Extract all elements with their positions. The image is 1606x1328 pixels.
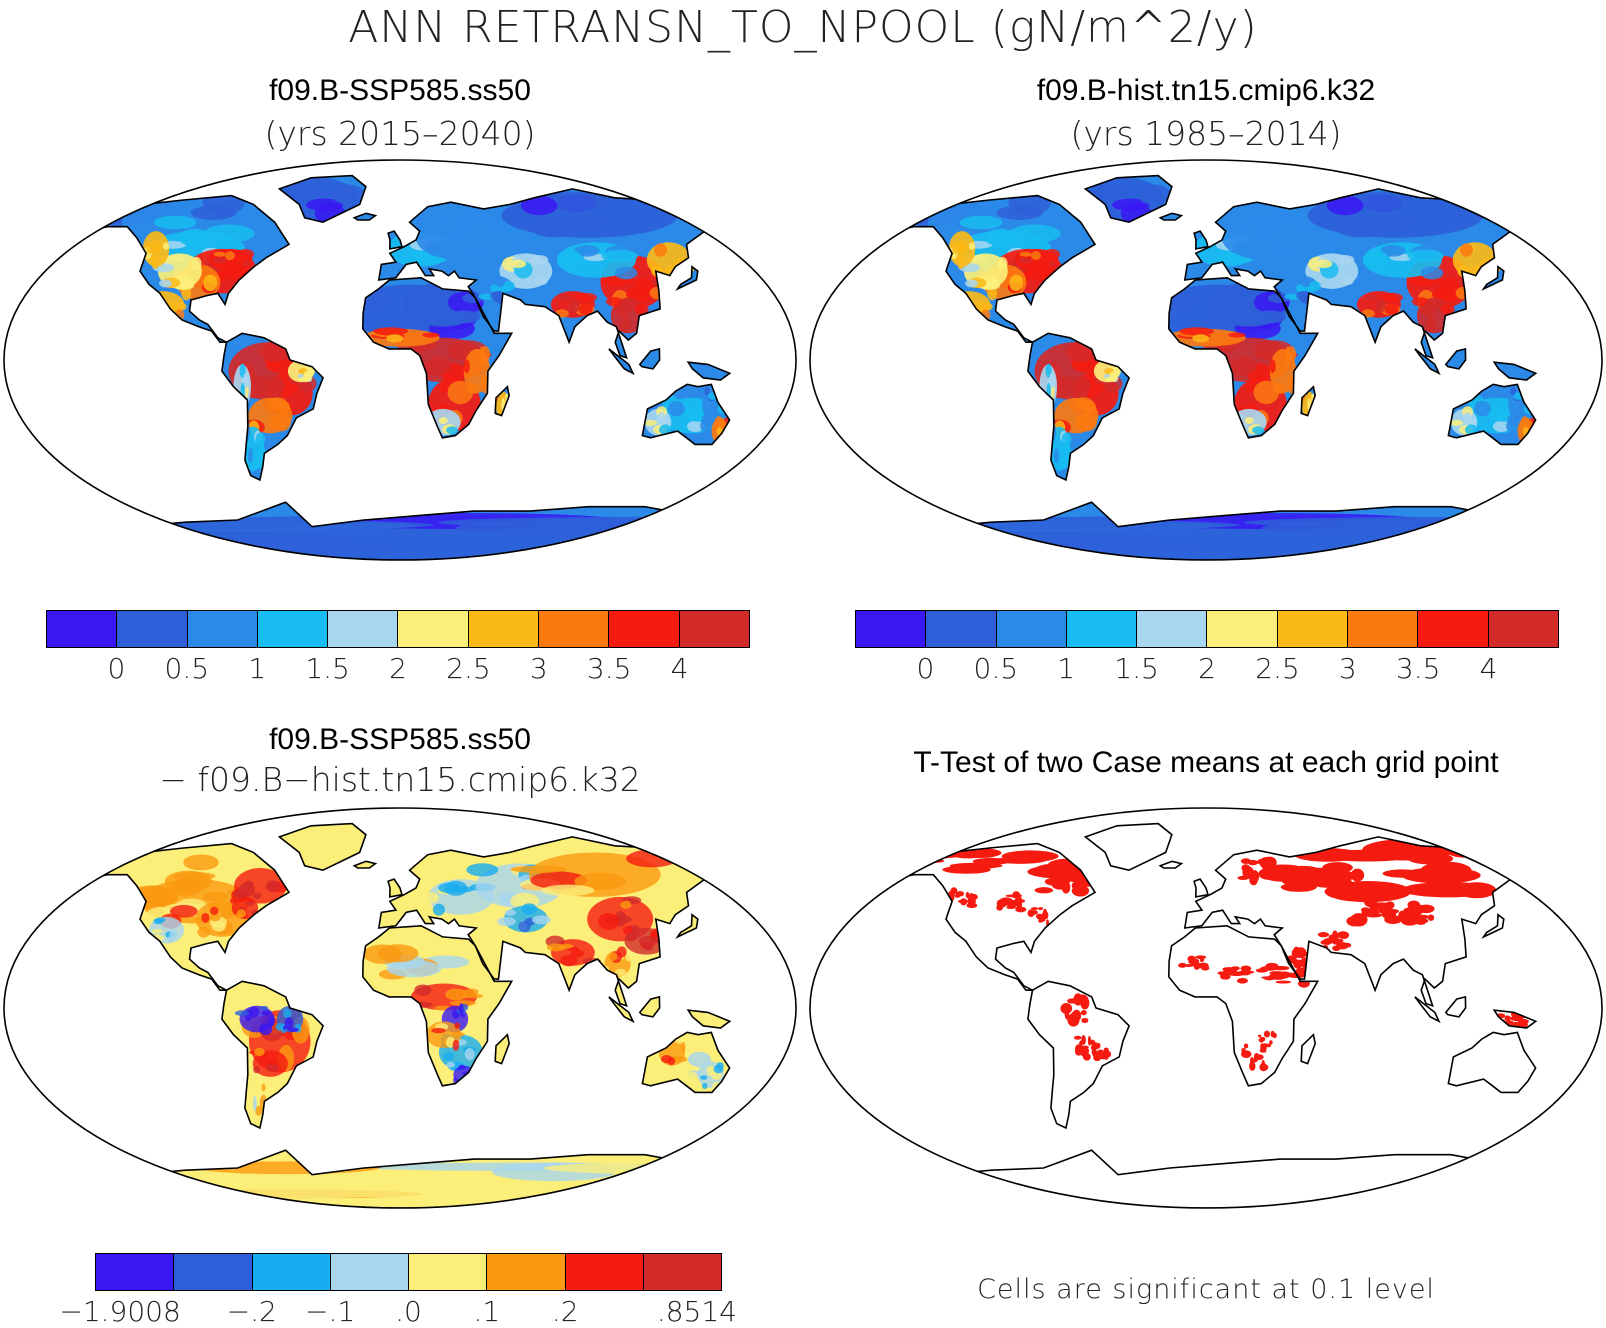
colorbar-tick-label: .8514 <box>656 1295 737 1328</box>
colorbar-swatch <box>468 611 540 647</box>
colorbar-swatch <box>1418 611 1489 647</box>
colorbar-tick-label: 3 <box>1338 652 1357 685</box>
colorbar-tick-label: 4 <box>670 652 689 685</box>
colorbar-tick-label: .0 <box>395 1295 422 1328</box>
colorbar-swatch <box>187 611 258 647</box>
panel-title-br: T-Test of two Case means at each grid po… <box>913 746 1499 779</box>
colorbar-tick-label: 3 <box>529 652 548 685</box>
panel-title-bl: f09.B-SSP585.ss50 <box>269 723 531 756</box>
colorbar-tick-label: 3.5 <box>1395 652 1441 685</box>
colorbar-tick-label: .1 <box>473 1295 501 1328</box>
colorbar-bl <box>95 1253 722 1291</box>
colorbar-tick-label: 0.5 <box>973 652 1019 685</box>
figure-title: ANN RETRANSN_TO_NPOOL (gN/m^2/y) <box>348 2 1258 53</box>
colorbar-tr <box>855 610 1559 648</box>
colorbar-tick-label: .2 <box>551 1295 579 1328</box>
panel-subtitle-tr: (yrs 1985–2014) <box>1070 114 1342 153</box>
colorbar-swatch <box>643 1254 721 1290</box>
colorbar-tick-label: −1.9008 <box>59 1295 181 1328</box>
colorbar-swatch <box>565 1254 644 1290</box>
colorbar-tick-label: 0 <box>107 652 126 685</box>
colorbar-tick-label: 1.5 <box>305 652 350 685</box>
colorbar-swatch <box>1207 611 1278 647</box>
map-tl <box>3 159 797 561</box>
colorbar-swatch <box>679 611 749 647</box>
map-tr <box>809 159 1603 561</box>
colorbar-swatch <box>174 1254 253 1290</box>
colorbar-swatch <box>487 1254 566 1290</box>
colorbar-swatch <box>1348 611 1419 647</box>
colorbar-swatch <box>96 1254 175 1290</box>
colorbar-tick-label: 1 <box>248 652 267 685</box>
colorbar-tick-label: 2 <box>389 652 407 685</box>
panel-title-tl: f09.B-SSP585.ss50 <box>269 74 531 107</box>
colorbar-swatch <box>117 611 188 647</box>
colorbar-tick-label: 2.5 <box>1255 652 1300 685</box>
colorbar-swatch <box>1488 611 1558 647</box>
colorbar-tl <box>46 610 750 648</box>
ttest-note: Cells are significant at 0.1 level <box>977 1274 1435 1305</box>
colorbar-swatch <box>539 611 610 647</box>
colorbar-tick-label: 1 <box>1057 652 1076 685</box>
colorbar-swatch <box>330 1254 409 1290</box>
colorbar-swatch <box>926 611 997 647</box>
colorbar-tick-label: 0.5 <box>164 652 210 685</box>
colorbar-swatch <box>1137 611 1208 647</box>
panel-subtitle-tl: (yrs 2015–2040) <box>264 114 536 153</box>
panel-subtitle-bl: − f09.B−hist.tn15.cmip6.k32 <box>159 760 641 799</box>
colorbar-tick-label: 0 <box>916 652 935 685</box>
colorbar-swatch <box>996 611 1067 647</box>
colorbar-swatch <box>1066 611 1138 647</box>
colorbar-tick-label: 4 <box>1479 652 1498 685</box>
colorbar-tick-label: 3.5 <box>586 652 632 685</box>
colorbar-swatch <box>856 611 927 647</box>
colorbar-swatch <box>398 611 469 647</box>
colorbar-labels-bl: −1.9008 −.2 −.1 .0 .1 .2 .8514 <box>59 1295 737 1328</box>
colorbar-labels-tl: 0 0.5 1 1.5 2 2.5 3 3.5 4 <box>46 652 750 688</box>
colorbar-swatch <box>328 611 399 647</box>
panel-title-tr: f09.B-hist.tn15.cmip6.k32 <box>1036 74 1376 107</box>
colorbar-swatch <box>257 611 329 647</box>
colorbar-tick-label: 2 <box>1198 652 1216 685</box>
colorbar-tick-label: −.2 <box>226 1295 277 1328</box>
colorbar-tick-label: 2.5 <box>446 652 491 685</box>
colorbar-swatch <box>609 611 680 647</box>
colorbar-labels-tr: 0 0.5 1 1.5 2 2.5 3 3.5 4 <box>855 652 1559 688</box>
colorbar-swatch <box>409 1254 488 1290</box>
colorbar-tick-label: −.1 <box>305 1295 356 1328</box>
map-bl <box>3 807 797 1209</box>
colorbar-tick-label: 1.5 <box>1114 652 1159 685</box>
colorbar-swatch <box>47 611 118 647</box>
colorbar-swatch <box>252 1254 331 1290</box>
colorbar-swatch <box>1277 611 1349 647</box>
map-br <box>809 807 1603 1209</box>
